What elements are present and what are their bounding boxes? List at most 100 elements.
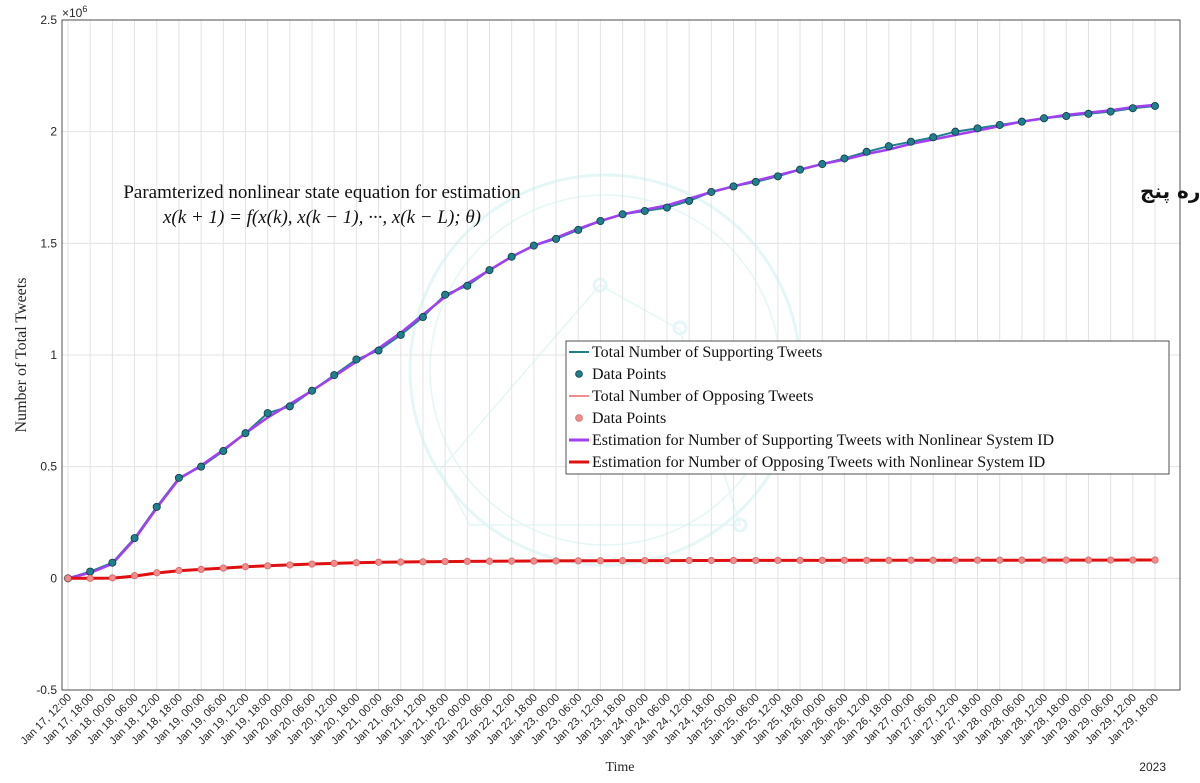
legend-label: Total Number of Opposing Tweets bbox=[592, 388, 813, 405]
data-point bbox=[1084, 556, 1093, 564]
data-point bbox=[1062, 112, 1071, 121]
data-point bbox=[108, 558, 117, 567]
year-label: 2023 bbox=[1139, 760, 1166, 774]
data-point bbox=[751, 177, 760, 186]
data-point bbox=[641, 557, 649, 565]
data-point bbox=[507, 252, 516, 261]
legend-label: Data Points bbox=[592, 410, 666, 427]
data-point bbox=[1062, 556, 1070, 564]
data-point bbox=[863, 556, 871, 564]
data-point bbox=[396, 330, 405, 339]
data-point bbox=[241, 563, 250, 571]
data-point bbox=[219, 447, 228, 456]
data-point bbox=[1040, 556, 1048, 564]
data-point bbox=[441, 557, 449, 566]
data-point bbox=[286, 561, 294, 569]
data-point bbox=[818, 160, 827, 169]
data-point bbox=[1151, 556, 1159, 564]
x-axis-label: Time bbox=[605, 760, 634, 775]
legend-entry: Estimation for Number of Supporting Twee… bbox=[569, 432, 1054, 449]
data-point bbox=[463, 557, 471, 565]
data-point bbox=[773, 172, 782, 181]
data-point bbox=[951, 127, 960, 136]
data-point bbox=[130, 572, 139, 580]
data-point bbox=[1040, 114, 1049, 123]
data-point bbox=[1106, 107, 1115, 116]
data-point bbox=[552, 557, 560, 565]
y-tick-labels: -0.5 0 0.5 1 1.5 2 2.5 bbox=[36, 13, 57, 697]
y-tick-label: 1.5 bbox=[40, 236, 57, 250]
data-point bbox=[840, 154, 849, 163]
data-point bbox=[618, 210, 627, 219]
annotation-equation: x(k + 1) = f(x(k), x(k − 1), ···, x(k − … bbox=[162, 207, 481, 228]
data-point bbox=[885, 556, 893, 564]
data-point bbox=[729, 556, 738, 565]
legend-marker bbox=[575, 370, 583, 378]
data-point bbox=[574, 557, 582, 565]
data-point bbox=[973, 124, 982, 133]
data-point bbox=[640, 206, 649, 215]
data-point bbox=[174, 473, 183, 482]
legend-entry: Total Number of Supporting Tweets bbox=[569, 344, 822, 361]
legend-label: Total Number of Supporting Tweets bbox=[592, 344, 822, 361]
y-tick-label: 0 bbox=[50, 571, 57, 585]
data-point bbox=[285, 402, 294, 411]
data-point bbox=[263, 409, 272, 418]
data-point bbox=[419, 558, 427, 566]
data-point bbox=[796, 556, 804, 564]
data-point bbox=[530, 557, 538, 565]
legend-label: Estimation for Number of Opposing Tweets… bbox=[592, 454, 1045, 471]
data-point bbox=[796, 165, 805, 174]
data-point bbox=[463, 281, 472, 290]
data-point bbox=[308, 386, 317, 395]
data-point bbox=[973, 556, 982, 564]
data-point bbox=[774, 556, 782, 564]
legend-entry: Data Points bbox=[575, 366, 666, 383]
y-tick-label: -0.5 bbox=[36, 683, 57, 697]
data-point bbox=[241, 429, 250, 438]
data-point bbox=[996, 556, 1004, 564]
data-point bbox=[1128, 104, 1137, 113]
data-point bbox=[130, 534, 139, 543]
data-point bbox=[818, 556, 826, 564]
data-point bbox=[374, 346, 383, 355]
y-tick-label: 1 bbox=[50, 348, 57, 362]
data-point bbox=[685, 556, 693, 565]
legend-box bbox=[565, 340, 1170, 475]
data-point bbox=[729, 182, 738, 191]
data-point bbox=[907, 556, 915, 564]
data-point bbox=[596, 557, 605, 565]
data-point bbox=[86, 574, 94, 582]
data-point bbox=[707, 556, 715, 565]
data-point bbox=[197, 565, 205, 574]
data-point bbox=[330, 371, 339, 380]
data-point bbox=[64, 574, 72, 582]
data-point bbox=[485, 557, 494, 565]
data-point bbox=[152, 502, 161, 511]
axes-box bbox=[61, 19, 1181, 691]
data-point bbox=[1018, 556, 1026, 564]
data-point bbox=[397, 558, 405, 566]
data-point bbox=[663, 556, 671, 565]
data-point bbox=[1129, 556, 1137, 564]
data-point bbox=[308, 560, 316, 568]
legend: Total Number of Supporting Tweets Data Po… bbox=[565, 340, 1170, 475]
data-point bbox=[330, 559, 338, 567]
data-point bbox=[840, 556, 849, 564]
data-point bbox=[862, 147, 871, 156]
data-point bbox=[441, 290, 450, 299]
data-point bbox=[86, 567, 95, 576]
legend-label: Data Points bbox=[592, 366, 666, 383]
y-tick-label: 2 bbox=[50, 125, 57, 139]
data-point bbox=[374, 558, 383, 566]
data-point bbox=[418, 313, 427, 322]
legend-entry: Estimation for Number of Opposing Tweets… bbox=[569, 454, 1045, 471]
persian-note: شکل شماره پنج bbox=[1140, 179, 1200, 204]
data-point bbox=[1017, 117, 1026, 126]
data-point bbox=[906, 137, 915, 146]
data-point bbox=[929, 556, 937, 564]
data-point bbox=[596, 216, 605, 225]
data-point bbox=[352, 355, 361, 364]
